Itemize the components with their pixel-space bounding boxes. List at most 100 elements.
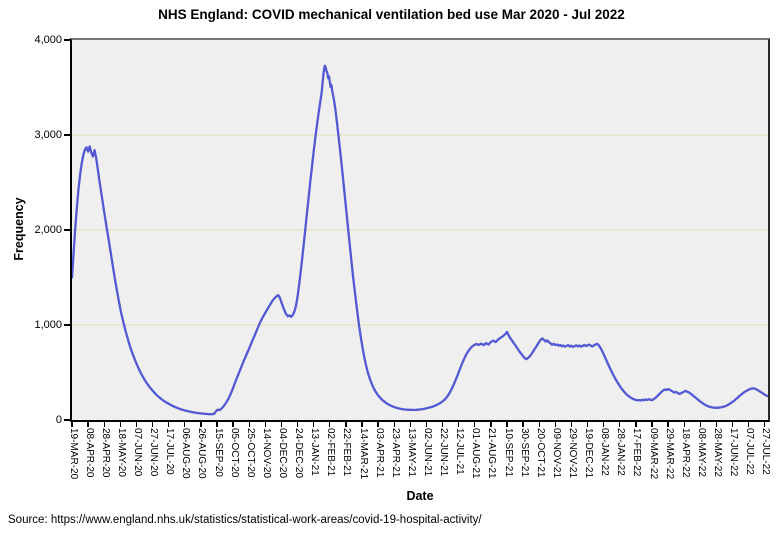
x-tick-label: 08-JAN-22 (599, 428, 611, 476)
x-tick-mark (522, 422, 524, 427)
x-tick-label: 24-DEC-20 (293, 428, 305, 479)
x-tick-mark (232, 422, 234, 427)
x-tick-mark (377, 422, 379, 427)
x-tick-mark (425, 422, 428, 427)
x-tick-label: 17-JUL-20 (164, 428, 176, 475)
x-tick-mark (570, 422, 573, 427)
x-tick-mark (151, 422, 154, 427)
x-tick-label: 03-APR-21 (373, 428, 385, 478)
x-tick-mark (490, 422, 492, 427)
x-tick-mark (506, 422, 508, 427)
y-tick-label: 0 (55, 414, 62, 426)
y-tick-mark (64, 39, 71, 41)
x-tick-label: 28-APR-20 (99, 428, 111, 478)
x-tick-label: 17-JUN-22 (728, 428, 740, 477)
line-chart-canvas (72, 64, 768, 416)
x-tick-mark (393, 422, 395, 427)
x-tick-label: 08-MAY-22 (695, 428, 707, 477)
x-tick-label: 01-AUG-21 (470, 428, 482, 479)
x-tick-label: 22-JUN-21 (438, 428, 450, 477)
x-tick-mark (361, 422, 363, 427)
x-tick-label: 19-DEC-21 (583, 428, 595, 479)
x-tick-label: 02-JUN-21 (421, 428, 433, 477)
x-tick-mark (216, 422, 218, 427)
x-tick-mark (699, 422, 702, 427)
x-tick-label: 30-SEP-21 (518, 428, 530, 477)
x-tick-label: 18-MAY-20 (115, 428, 127, 477)
x-tick-mark (747, 422, 750, 427)
x-tick-label: 07-JUN-20 (131, 428, 143, 477)
x-tick-label: 13-MAY-21 (405, 428, 417, 477)
x-tick-mark (312, 422, 315, 427)
x-tick-mark (135, 422, 138, 427)
x-tick-mark (296, 422, 299, 427)
x-tick-label: 27-JUN-20 (148, 428, 160, 477)
x-tick-label: 14-MAR-21 (357, 428, 369, 480)
x-tick-label: 29-NOV-21 (566, 428, 578, 479)
x-tick-mark (71, 422, 73, 427)
x-tick-mark (103, 422, 105, 427)
x-tick-mark (474, 422, 476, 427)
x-tick-mark (683, 422, 685, 427)
y-tick-label: 2,000 (34, 224, 62, 236)
x-tick-mark (167, 422, 170, 427)
x-tick-label: 27-JUL-22 (760, 428, 772, 475)
x-tick-mark (586, 422, 589, 427)
x-tick-label: 04-DEC-20 (276, 428, 288, 479)
x-tick-mark (280, 422, 283, 427)
x-tick-mark (441, 422, 444, 427)
x-tick-mark (667, 422, 669, 427)
x-tick-mark (200, 422, 202, 427)
x-tick-mark (602, 422, 605, 427)
x-tick-label: 18-APR-22 (679, 428, 691, 478)
x-tick-label: 28-MAY-22 (711, 428, 723, 477)
source-caption: Source: https://www.england.nhs.uk/stati… (8, 514, 482, 526)
x-tick-mark (457, 422, 460, 427)
x-tick-label: 09-NOV-21 (550, 428, 562, 479)
y-tick-mark (64, 324, 71, 326)
x-tick-label: 09-MAR-22 (647, 428, 659, 480)
x-tick-label: 02-FEB-21 (325, 428, 337, 477)
x-tick-label: 06-AUG-20 (180, 428, 192, 479)
x-tick-mark (619, 422, 621, 427)
x-tick-label: 20-OCT-21 (534, 428, 546, 478)
x-tick-label: 23-APR-21 (389, 428, 401, 478)
y-tick-mark (64, 229, 71, 231)
x-tick-mark (329, 422, 331, 427)
x-tick-mark (764, 422, 766, 427)
x-tick-mark (538, 422, 540, 427)
x-tick-mark (651, 422, 653, 427)
x-tick-label: 21-AUG-21 (486, 428, 498, 479)
x-tick-label: 29-MAR-22 (663, 428, 675, 480)
y-tick-mark (64, 419, 71, 421)
x-tick-label: 10-SEP-21 (502, 428, 514, 477)
x-tick-label: 19-MAR-20 (67, 428, 79, 480)
x-tick-label: 26-AUG-20 (196, 428, 208, 479)
x-axis-title: Date (406, 489, 434, 503)
y-tick-label: 4,000 (34, 34, 62, 46)
x-tick-mark (345, 422, 347, 427)
x-tick-label: 08-APR-20 (83, 428, 95, 478)
x-tick-label: 28-JAN-22 (615, 428, 627, 476)
y-tick-label: 3,000 (34, 129, 62, 141)
x-tick-mark (87, 422, 89, 427)
y-tick-mark (64, 134, 71, 136)
x-tick-mark (248, 422, 250, 427)
x-tick-label: 22-FEB-21 (341, 428, 353, 477)
x-tick-mark (184, 422, 186, 427)
x-tick-label: 14-NOV-20 (260, 428, 272, 479)
x-tick-label: 15-SEP-20 (212, 428, 224, 477)
x-tick-mark (119, 422, 122, 427)
x-tick-label: 12-JUL-21 (454, 428, 466, 475)
x-tick-label: 13-JAN-21 (309, 428, 321, 476)
plot-area (70, 38, 770, 422)
x-tick-mark (635, 422, 637, 427)
y-tick-label: 1,000 (34, 319, 62, 331)
x-tick-mark (554, 422, 557, 427)
x-tick-mark (409, 422, 412, 427)
x-tick-mark (264, 422, 267, 427)
x-tick-label: 25-OCT-20 (244, 428, 256, 478)
x-tick-label: 05-OCT-20 (228, 428, 240, 478)
x-tick-mark (731, 422, 734, 427)
